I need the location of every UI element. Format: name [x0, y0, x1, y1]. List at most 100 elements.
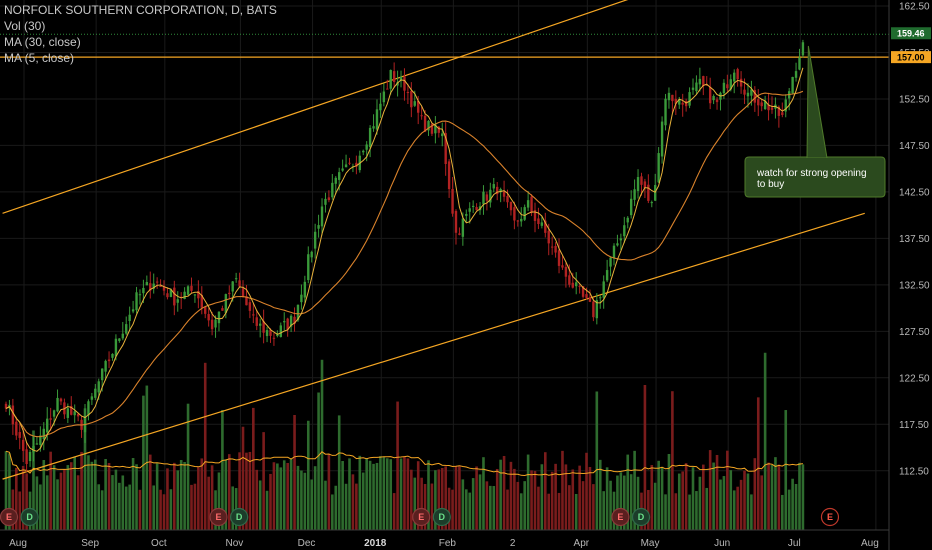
candle-body	[465, 214, 468, 216]
volume-bar	[729, 470, 733, 530]
candle-body	[451, 188, 454, 214]
volume-bar	[482, 457, 485, 530]
volume-bar	[506, 489, 509, 530]
x-tick-label: Nov	[226, 538, 244, 549]
event-circle	[611, 507, 630, 527]
volume-bar	[578, 465, 581, 530]
volume-bar	[557, 492, 561, 530]
volume-bar	[279, 467, 283, 530]
volume-bar	[636, 476, 640, 530]
volume-bar	[705, 487, 709, 530]
candle-body	[324, 198, 327, 205]
earnings-marker[interactable]: E	[209, 507, 228, 527]
candle-body	[726, 84, 729, 89]
volume-bar	[626, 454, 630, 530]
candle-body	[475, 207, 478, 211]
volume-bar	[420, 477, 423, 530]
earnings-marker[interactable]: E	[820, 507, 840, 527]
volume-bar	[468, 492, 472, 530]
volume-bar	[623, 475, 626, 530]
volume-bar	[142, 395, 145, 530]
volume-bar	[667, 453, 671, 530]
volume-bar	[750, 494, 753, 530]
annotation-pointer-mask	[806, 158, 828, 161]
candle-body	[241, 288, 245, 297]
candle-body	[365, 144, 368, 150]
volume-bar	[760, 475, 763, 530]
volume-bar	[564, 464, 568, 530]
volume-bar	[358, 455, 362, 530]
candle-body	[90, 396, 94, 400]
volume-bar	[179, 460, 183, 530]
candle-body	[21, 439, 25, 451]
volume-bar	[471, 478, 475, 530]
candle-body	[454, 211, 458, 233]
dividend-marker[interactable]: D	[432, 507, 451, 527]
earnings-marker[interactable]: E	[0, 507, 19, 527]
dividend-marker[interactable]: D	[631, 507, 651, 527]
volume-bar	[276, 463, 279, 530]
event-circle	[0, 507, 19, 527]
volume-bar	[447, 487, 451, 530]
ma5-indicator-label[interactable]: MA (5, close)	[4, 51, 75, 65]
dividend-marker[interactable]: D	[230, 507, 249, 527]
candle-body	[801, 42, 805, 56]
candle-body	[114, 338, 118, 357]
volume-bar	[653, 482, 657, 530]
candle-body	[279, 325, 282, 337]
volume-bar	[475, 466, 478, 530]
candle-body	[142, 287, 145, 294]
candle-body	[293, 316, 296, 324]
volume-bar	[485, 481, 489, 530]
volume-bar	[118, 482, 121, 530]
ma30-indicator-label[interactable]: MA (30, close)	[4, 35, 81, 49]
earnings-marker[interactable]: E	[611, 507, 630, 527]
volume-bar	[736, 486, 739, 530]
volume-bar	[368, 460, 372, 530]
candle-body	[640, 176, 643, 185]
candle-body	[125, 324, 128, 334]
volume-bar	[313, 466, 317, 530]
candle-body	[341, 168, 344, 171]
volume-bar	[87, 455, 90, 530]
volume-bar	[69, 462, 73, 530]
volume-bar	[502, 455, 506, 530]
volume-bar	[519, 493, 523, 530]
volume-bar	[269, 473, 272, 530]
symbol-title[interactable]: NORFOLK SOUTHERN CORPORATION, D, BATS	[4, 3, 277, 17]
volume-indicator-label[interactable]: Vol (30)	[4, 19, 46, 33]
volume-bar	[756, 397, 760, 530]
volume-bar	[561, 450, 564, 530]
volume-bar	[681, 471, 684, 530]
candle-body	[564, 266, 568, 277]
volume-bar	[15, 467, 18, 530]
volume-bar	[602, 491, 605, 530]
candle-body	[575, 282, 578, 287]
volume-bar	[241, 426, 245, 530]
event-circle	[820, 507, 840, 527]
candle-body	[798, 57, 801, 70]
dividend-marker[interactable]: D	[20, 507, 39, 527]
volume-bar	[300, 470, 303, 530]
volume-bar	[224, 459, 228, 530]
earnings-marker[interactable]: E	[412, 507, 431, 527]
annotation-pointer	[806, 45, 828, 159]
candle-body	[444, 133, 447, 165]
candle-body	[623, 225, 626, 237]
candle-body	[217, 311, 221, 324]
event-label: D	[236, 512, 243, 522]
event-label: D	[26, 512, 33, 522]
volume-bar	[83, 408, 87, 530]
volume-bar	[478, 474, 482, 530]
annotation-text-line1: watch for strong opening	[756, 168, 867, 179]
trend-channel[interactable]	[0, 0, 889, 480]
candle-body	[97, 381, 100, 393]
volume-bar	[427, 460, 430, 530]
volume-bar	[464, 489, 468, 530]
volume-bar	[437, 469, 441, 530]
volume-bar	[262, 432, 265, 530]
